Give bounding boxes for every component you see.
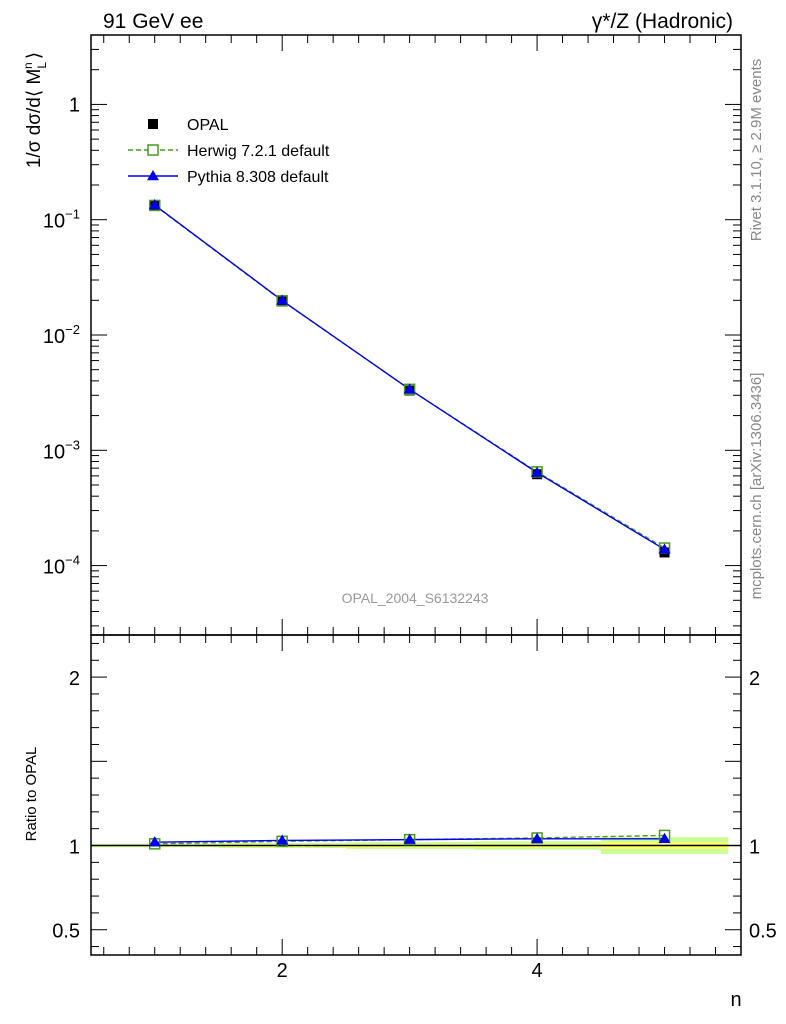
- y-tick-label: 10−3: [43, 437, 80, 463]
- x-tick-label: 4: [532, 960, 543, 982]
- x-axis-label: n: [730, 989, 741, 1011]
- legend-marker: [147, 144, 159, 156]
- svg-text:1/σ dσ/d⟨ MLn⟩: 1/σ dσ/d⟨ MLn⟩: [21, 52, 49, 168]
- y-tick-label: 0.5: [52, 921, 80, 943]
- ratio-ylabel: Ratio to OPAL: [23, 747, 40, 842]
- pythia-line: [154, 204, 665, 551]
- legend-marker: [147, 170, 159, 181]
- legend-marker: [148, 119, 158, 129]
- y-tick-label-right: 2: [749, 668, 760, 690]
- herwig-ratio-line: [154, 834, 665, 845]
- pythia-point: [403, 383, 416, 394]
- mcplots-label: mcplots.cern.ch [arXiv:1306.3436]: [748, 373, 765, 600]
- pythia-point: [276, 294, 289, 305]
- y-tick-label: 2: [69, 668, 80, 690]
- legend: OPAL Herwig 7.2.1 default Pythia 8.308 def…: [128, 117, 330, 186]
- pythia-point: [148, 199, 161, 210]
- header-right: γ*/Z (Hadronic): [592, 10, 733, 33]
- pythia-point: [531, 466, 544, 477]
- pythia-ratio-point: [403, 833, 416, 844]
- analysis-watermark: OPAL_2004_S6132243: [342, 590, 489, 606]
- ratio-plot-frame: [90, 634, 742, 956]
- ratio-data-series: [148, 829, 671, 850]
- pythia-ratio-point: [531, 832, 544, 843]
- main-axis-ticks: 1 10−1 10−2 10−3 10−4: [43, 34, 742, 635]
- y-tick-label-right: 0.5: [749, 921, 777, 943]
- pythia-point: [658, 543, 671, 554]
- ratio-axis-ticks: 0.5 0.5 1 1 2 2 2 4: [52, 635, 777, 982]
- pythia-ratio-point: [148, 836, 161, 847]
- herwig-line: [154, 204, 665, 549]
- pythia-ratio-point: [276, 834, 289, 845]
- y-tick-label: 1: [69, 837, 80, 859]
- legend-label: Pythia 8.308 default: [187, 169, 329, 186]
- y-tick-label: 10−1: [43, 207, 80, 233]
- y-tick-label: 10−2: [43, 322, 80, 348]
- legend-label: Herwig 7.2.1 default: [187, 143, 330, 160]
- main-data-series: [148, 199, 671, 558]
- pythia-ratio-point: [658, 832, 671, 843]
- ratio-uncertainty-band: [91, 837, 741, 854]
- legend-label: OPAL: [187, 117, 229, 134]
- y-tick-label-right: 1: [749, 837, 760, 859]
- x-tick-label: 2: [277, 960, 288, 982]
- y-tick-label: 10−4: [43, 553, 80, 579]
- header-left: 91 GeV ee: [103, 10, 203, 33]
- rivet-label: Rivet 3.1.10, ≥ 2.9M events: [748, 59, 765, 242]
- y-tick-label: 1: [69, 94, 80, 116]
- main-ylabel: 1/σ dσ/d⟨ MLn⟩: [21, 52, 49, 168]
